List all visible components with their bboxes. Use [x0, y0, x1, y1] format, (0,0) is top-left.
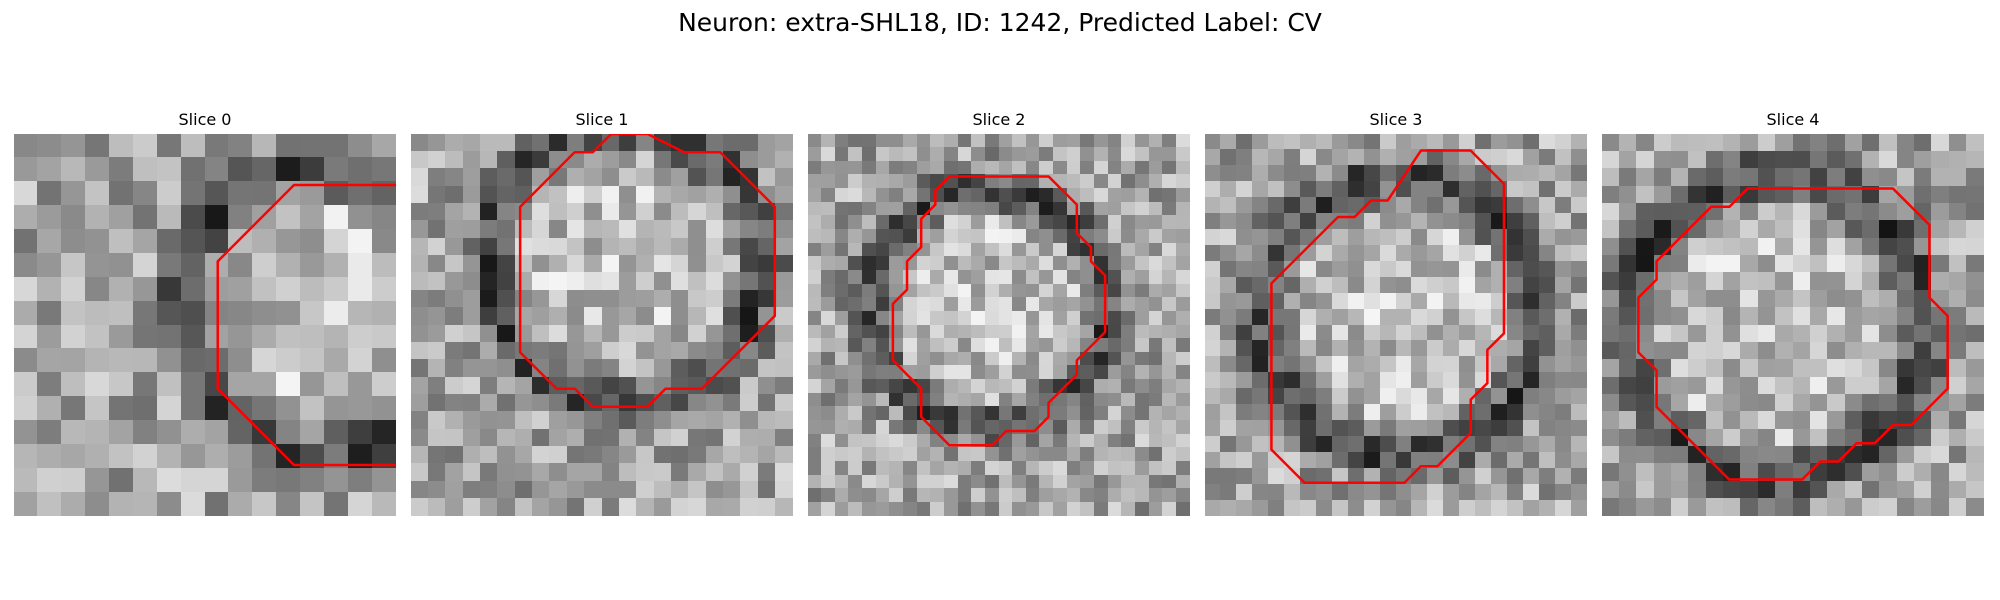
slice-title: Slice 0	[178, 110, 232, 129]
slice-image	[808, 134, 1190, 516]
slice-panel-4: Slice 4	[1602, 108, 1984, 516]
figure-title: Neuron: extra-SHL18, ID: 1242, Predicted…	[678, 8, 1322, 37]
slice-image	[14, 134, 396, 516]
slice-title: Slice 3	[1369, 110, 1423, 129]
slice-image	[1205, 134, 1587, 516]
slice-panel-2: Slice 2	[808, 108, 1190, 516]
slice-panel-0: Slice 0	[14, 108, 396, 516]
slice-panel-1: Slice 1	[411, 108, 793, 516]
slice-image	[411, 134, 793, 516]
slice-image	[1602, 134, 1984, 516]
slice-panel-3: Slice 3	[1205, 108, 1587, 516]
slice-title: Slice 2	[972, 110, 1026, 129]
slice-title: Slice 4	[1766, 110, 1820, 129]
slice-title: Slice 1	[575, 110, 629, 129]
